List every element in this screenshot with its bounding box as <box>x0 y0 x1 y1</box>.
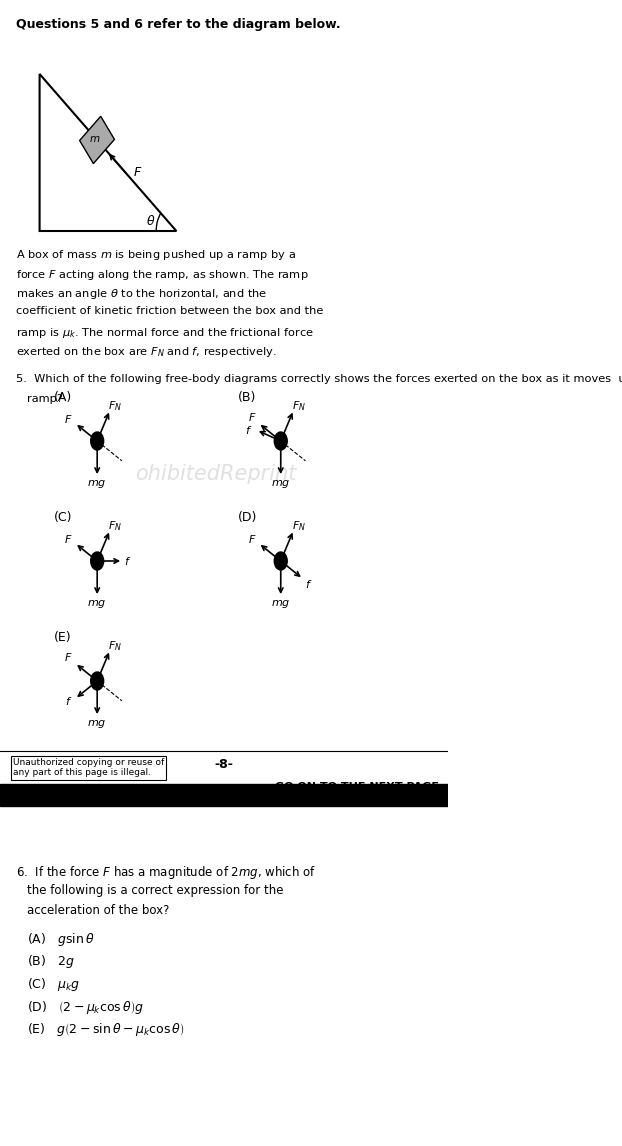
Text: (B): (B) <box>238 391 256 405</box>
Text: $m$: $m$ <box>89 134 101 144</box>
Text: (E): (E) <box>54 631 72 644</box>
Text: $f$: $f$ <box>124 555 132 567</box>
Text: $F_N$: $F_N$ <box>292 399 306 413</box>
Text: $f$: $f$ <box>245 424 253 435</box>
Text: $F_N$: $F_N$ <box>108 639 122 653</box>
Text: $F_N$: $F_N$ <box>108 519 122 533</box>
Text: (D)   $\left(2 - \mu_k\cos\theta\right)g$: (D) $\left(2 - \mu_k\cos\theta\right)g$ <box>27 998 144 1015</box>
Text: $F$: $F$ <box>133 166 142 180</box>
Text: $F$: $F$ <box>64 533 73 545</box>
Text: $f$: $f$ <box>305 578 313 590</box>
Text: $\theta$: $\theta$ <box>146 214 155 228</box>
Text: (A): (A) <box>54 391 72 405</box>
Text: $f$: $f$ <box>65 694 72 707</box>
Text: $mg$: $mg$ <box>88 719 107 730</box>
Text: $F$: $F$ <box>248 411 257 423</box>
Circle shape <box>91 552 104 570</box>
Text: coefficient of kinetic friction between the box and the: coefficient of kinetic friction between … <box>16 306 323 316</box>
Text: the following is a correct expression for the: the following is a correct expression fo… <box>27 884 284 897</box>
Text: makes an angle $\theta$ to the horizontal, and the: makes an angle $\theta$ to the horizonta… <box>16 286 267 301</box>
Text: acceleration of the box?: acceleration of the box? <box>27 904 170 917</box>
Text: $mg$: $mg$ <box>271 478 290 490</box>
Text: Unauthorized copying or reuse of
any part of this page is illegal.: Unauthorized copying or reuse of any par… <box>13 758 164 777</box>
Text: -8-: -8- <box>215 758 233 771</box>
Text: $mg$: $mg$ <box>88 478 107 490</box>
Text: $F_N$: $F_N$ <box>292 519 306 533</box>
Text: 5.  Which of the following free-body diagrams correctly shows the forces exerted: 5. Which of the following free-body diag… <box>16 374 622 384</box>
Text: ohibitedReprint: ohibitedReprint <box>135 464 297 484</box>
Text: A box of mass $m$ is being pushed up a ramp by a: A box of mass $m$ is being pushed up a r… <box>16 248 295 262</box>
Text: $mg$: $mg$ <box>271 598 290 610</box>
Circle shape <box>91 432 104 450</box>
Circle shape <box>91 672 104 690</box>
Text: (B)   $2g$: (B) $2g$ <box>27 953 75 971</box>
Text: $F_N$: $F_N$ <box>108 399 122 413</box>
Text: (C)   $\mu_k g$: (C) $\mu_k g$ <box>27 976 81 992</box>
Text: (D): (D) <box>238 511 257 524</box>
Text: ramp is $\mu_k$. The normal force and the frictional force: ramp is $\mu_k$. The normal force and th… <box>16 325 313 340</box>
Text: $F$: $F$ <box>248 533 256 545</box>
Bar <box>0 784 448 806</box>
Text: $F$: $F$ <box>64 413 73 425</box>
Text: Questions 5 and 6 refer to the diagram below.: Questions 5 and 6 refer to the diagram b… <box>16 18 340 31</box>
Circle shape <box>274 552 287 570</box>
Text: ramp?: ramp? <box>27 394 63 405</box>
Text: (A)   $g\sin\theta$: (A) $g\sin\theta$ <box>27 931 95 948</box>
Text: GO ON TO THE NEXT PAGE: GO ON TO THE NEXT PAGE <box>275 782 439 792</box>
Text: $mg$: $mg$ <box>88 598 107 610</box>
Text: (C): (C) <box>54 511 73 524</box>
Text: 6.  If the force $F$ has a magnitude of $2mg$, which of: 6. If the force $F$ has a magnitude of $… <box>16 864 316 881</box>
Text: exerted on the box are $F_N$ and $f$, respectively.: exerted on the box are $F_N$ and $f$, re… <box>16 345 277 360</box>
Text: (E)   $g\left(2 - \sin\theta - \mu_k\cos\theta\right)$: (E) $g\left(2 - \sin\theta - \mu_k\cos\t… <box>27 1021 185 1038</box>
Polygon shape <box>80 116 114 164</box>
Text: force $F$ acting along the ramp, as shown. The ramp: force $F$ acting along the ramp, as show… <box>16 267 309 282</box>
Circle shape <box>274 432 287 450</box>
Text: $F$: $F$ <box>64 651 73 664</box>
